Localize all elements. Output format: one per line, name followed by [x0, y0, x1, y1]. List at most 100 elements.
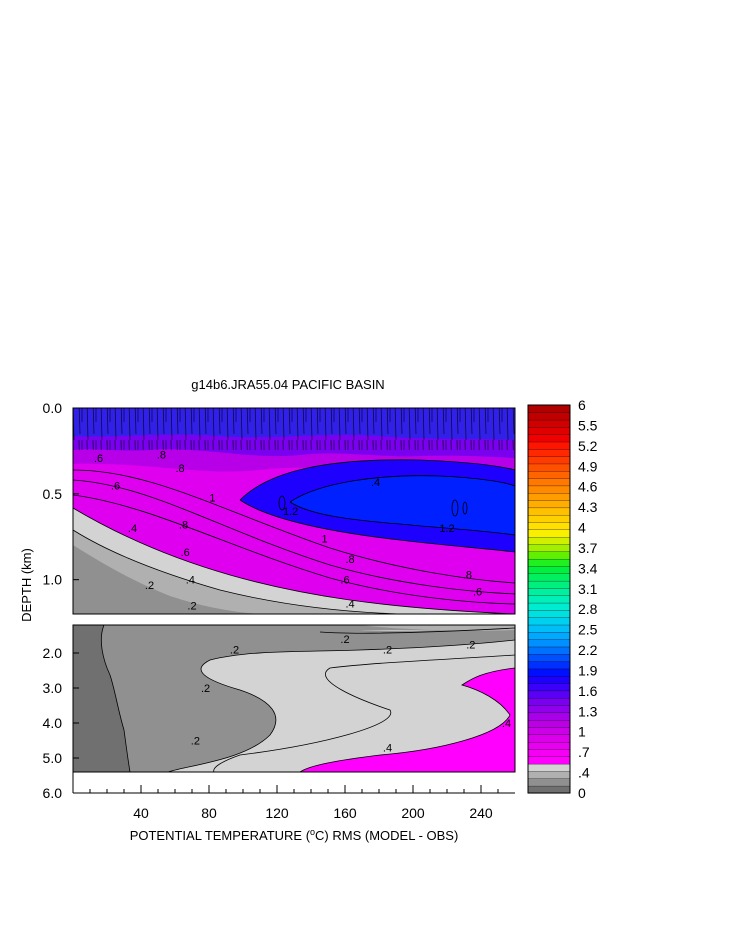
colorbar-swatch: [527, 456, 571, 465]
y-tick-label: 4.0: [43, 715, 63, 731]
colorbar-swatch: [527, 734, 571, 743]
contour-label: 1.2: [283, 506, 298, 518]
colorbar-swatch: [527, 500, 571, 509]
colorbar-swatch: [527, 646, 571, 655]
colorbar-swatch: [527, 463, 571, 472]
colorbar-swatch: [527, 748, 571, 757]
colorbar-swatch: [527, 521, 571, 531]
contour-label: .8: [346, 554, 355, 566]
contour-label: .6: [181, 547, 190, 559]
colorbar-swatch: [527, 580, 571, 589]
x-ticks: 40 80 120 160 200 240: [89, 785, 499, 821]
colorbar-swatch: [527, 726, 571, 735]
colorbar-swatch: [527, 683, 571, 692]
colorbar-swatch: [527, 602, 571, 611]
colorbar-swatch: [527, 785, 571, 794]
colorbar-swatch: [527, 741, 571, 750]
y-tick-label: 1.0: [43, 572, 63, 588]
y-ticks: 0.0 0.5 1.0 2.0 3.0 4.0 5.0 6.0: [43, 400, 79, 801]
y-axis-label: DEPTH (km): [19, 548, 34, 622]
colorbar: [527, 404, 571, 794]
contour-label: 1.2: [439, 523, 454, 535]
colorbar-swatch: [527, 756, 571, 765]
colorbar-swatch: [527, 448, 571, 457]
colorbar-swatch: [527, 514, 571, 523]
colorbar-label: 5.2: [578, 438, 598, 454]
colorbar-swatch: [527, 697, 571, 706]
colorbar-swatch: [527, 441, 571, 450]
colorbar-swatch: [527, 675, 571, 684]
y-tick-label: 6.0: [43, 785, 63, 801]
colorbar-labels: 6 5.5 5.2 4.9 4.6 4.3 4 3.7 3.4 3.1 2.8 2.5 2.2 1.9 1.…: [578, 397, 598, 801]
colorbar-swatch: [527, 507, 571, 516]
colorbar-swatch: [527, 412, 571, 421]
colorbar-label: 4.3: [578, 499, 598, 515]
x-tick-label: 40: [133, 805, 149, 821]
colorbar-label: 4.9: [578, 458, 598, 474]
colorbar-label: 3.4: [578, 560, 598, 576]
colorbar-swatch: [527, 624, 571, 633]
contour-label: 1: [322, 533, 328, 545]
contour-label: .2: [340, 634, 349, 646]
lower-fill-magenta: [300, 668, 515, 772]
colorbar-label: 5.5: [578, 417, 598, 433]
y-tick-label: 0.5: [43, 486, 63, 502]
colorbar-swatch: [527, 609, 571, 618]
colorbar-swatch: [527, 543, 571, 552]
contour-label: .6: [340, 575, 349, 587]
x-tick-label: 160: [333, 805, 357, 821]
colorbar-label: 4: [578, 520, 586, 536]
colorbar-swatch: [527, 551, 571, 560]
colorbar-label: 1.6: [578, 683, 598, 699]
colorbar-swatch: [527, 536, 571, 545]
colorbar-swatch: [527, 529, 571, 538]
contour-label: .6: [473, 587, 482, 599]
contour-label: .6: [94, 453, 103, 465]
upper-panel: .6.8.81.6.4.8.6.4.2.21.21.8.6.41.2.8.6.4: [72, 407, 516, 615]
y-tick-label: 0.0: [43, 400, 63, 416]
colorbar-swatch: [527, 661, 571, 670]
lower-contours: [101, 625, 515, 772]
y-tick-label: 2.0: [43, 645, 63, 661]
colorbar-swatch: [527, 631, 571, 640]
colorbar-label: 3.1: [578, 581, 598, 597]
colorbar-swatch: [527, 404, 571, 413]
contour-label: .8: [463, 570, 472, 582]
contour-label: .2: [191, 736, 200, 748]
contour-label: .4: [346, 599, 355, 611]
colorbar-swatch: [527, 426, 571, 435]
colorbar-swatch: [527, 492, 571, 501]
upper-fill-dark-gray: [73, 545, 260, 614]
colorbar-swatch: [527, 565, 571, 574]
contour-label: .2: [230, 645, 239, 657]
colorbar-swatch: [527, 668, 571, 677]
lower-fill-strip: [360, 625, 515, 631]
x-tick-label: 200: [401, 805, 425, 821]
colorbar-swatch: [527, 485, 571, 494]
colorbar-swatch: [527, 719, 571, 728]
colorbar-swatch: [527, 617, 571, 626]
colorbar-swatch: [527, 770, 571, 779]
colorbar-frame: [527, 404, 571, 794]
lower-fill-light-gray: [168, 640, 515, 772]
colorbar-swatch: [527, 558, 571, 567]
contour-label: .4: [186, 575, 195, 587]
lower-panel: .2 .2 .2 .2 .2 .2 .4 .4: [72, 624, 516, 773]
colorbar-label: 3.7: [578, 540, 598, 556]
colorbar-label: 1.9: [578, 662, 598, 678]
colorbar-swatch: [527, 653, 571, 662]
colorbar-label: 4.6: [578, 479, 598, 495]
colorbar-label: 1.3: [578, 703, 598, 719]
contour-label: .8: [179, 520, 188, 532]
colorbar-label: 2.2: [578, 642, 598, 658]
contour-label: .8: [157, 449, 166, 461]
x-tick-label: 120: [265, 805, 289, 821]
contour-label: .4: [383, 743, 392, 755]
x-tick-label: 80: [201, 805, 217, 821]
lower-fill-dark-gray: [73, 625, 130, 772]
colorbar-label: 6: [578, 397, 586, 413]
colorbar-swatch: [527, 690, 571, 699]
contour-label: .8: [176, 463, 185, 475]
colorbar-label: 0: [578, 785, 586, 801]
